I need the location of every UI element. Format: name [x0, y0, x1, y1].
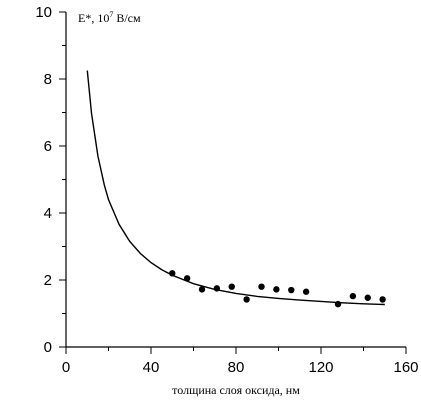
- y-tick-label: 6: [44, 138, 52, 155]
- y-tick-label: 2: [44, 272, 52, 289]
- data-point: [243, 296, 250, 303]
- y-tick-label: 4: [44, 205, 52, 222]
- y-unit-label-suffix: В/см: [113, 11, 141, 25]
- x-tick-label: 40: [143, 359, 160, 376]
- x-tick-label: 0: [62, 359, 70, 376]
- data-marks: [86, 70, 386, 308]
- x-tick-label: 80: [228, 359, 245, 376]
- data-point: [198, 286, 206, 293]
- x-axis-title: толщина слоя оксида, нм: [172, 383, 300, 397]
- data-point: [364, 294, 371, 301]
- data-point: [379, 296, 386, 303]
- data-point: [228, 283, 235, 290]
- data-point: [349, 292, 357, 300]
- y-unit-label: E*, 107 В/см: [78, 10, 141, 25]
- data-point: [288, 286, 295, 294]
- ticks: 0 2 4 6 8 10 0 40 80 120 160: [35, 4, 418, 376]
- x-tick-label: 160: [393, 359, 418, 376]
- x-tick-label: 120: [308, 359, 333, 376]
- y-tick-label: 8: [44, 71, 52, 88]
- data-point: [302, 288, 310, 295]
- data-point: [258, 283, 265, 290]
- data-point: [273, 286, 280, 293]
- y-unit-label-prefix: E*, 10: [78, 11, 109, 25]
- y-unit-label-exponent: 7: [109, 10, 113, 19]
- fit-curve: [86, 70, 385, 306]
- y-tick-label: 10: [35, 4, 52, 21]
- y-tick-label: 0: [44, 339, 52, 356]
